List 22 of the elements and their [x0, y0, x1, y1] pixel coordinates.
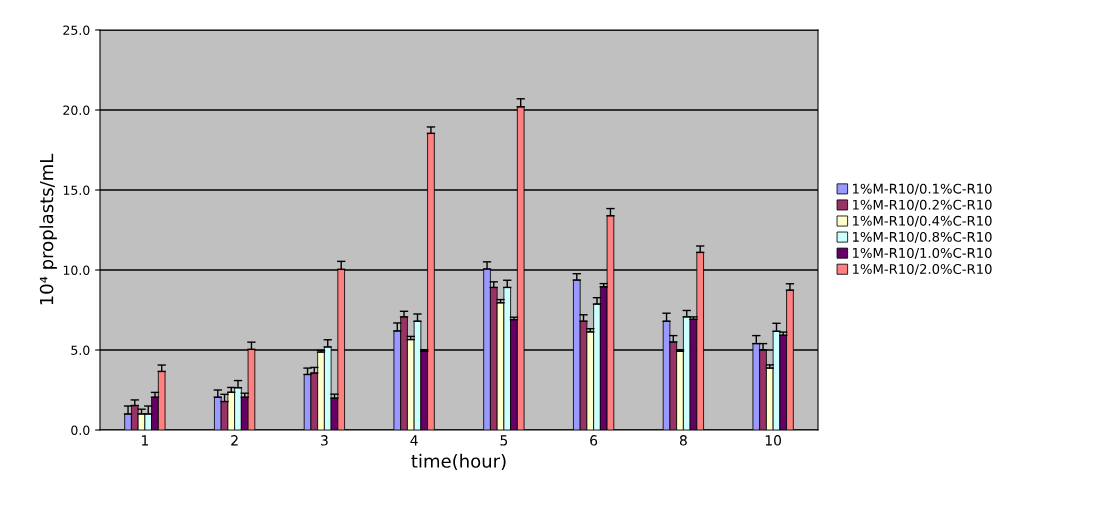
y-tick-label: 10.0: [63, 265, 90, 275]
x-tick-label: 10: [765, 435, 782, 446]
y-tick-label: 5.0: [71, 345, 90, 355]
legend-label: 1%M-R10/0.1%C-R10: [853, 183, 992, 195]
legend-label: 1%M-R10/0.2%C-R10: [853, 199, 992, 211]
legend-label: 1%M-R10/1.0%C-R10: [853, 247, 992, 259]
legend-label: 1%M-R10/0.8%C-R10: [853, 231, 992, 243]
x-tick-label: 2: [231, 435, 238, 446]
x-tick-label: 1: [141, 435, 149, 446]
y-tick-label: 15.0: [63, 185, 90, 195]
x-tick-label: 6: [590, 435, 598, 446]
x-axis-title: time(hour): [411, 453, 506, 470]
x-tick-label: 3: [321, 435, 328, 446]
x-tick-label: 5: [500, 435, 508, 446]
x-tick-label: 4: [410, 435, 418, 446]
y-tick-label: 20.0: [63, 105, 90, 115]
y-tick-label: 0.0: [71, 425, 90, 435]
y-axis-title: 10⁴ proplasts/mL: [39, 153, 57, 305]
y-tick-label: 25.0: [63, 25, 90, 35]
legend-label: 1%M-R10/2.0%C-R10: [853, 264, 992, 276]
x-tick-label: 8: [679, 435, 687, 446]
legend-label: 1%M-R10/0.4%C-R10: [853, 215, 992, 227]
